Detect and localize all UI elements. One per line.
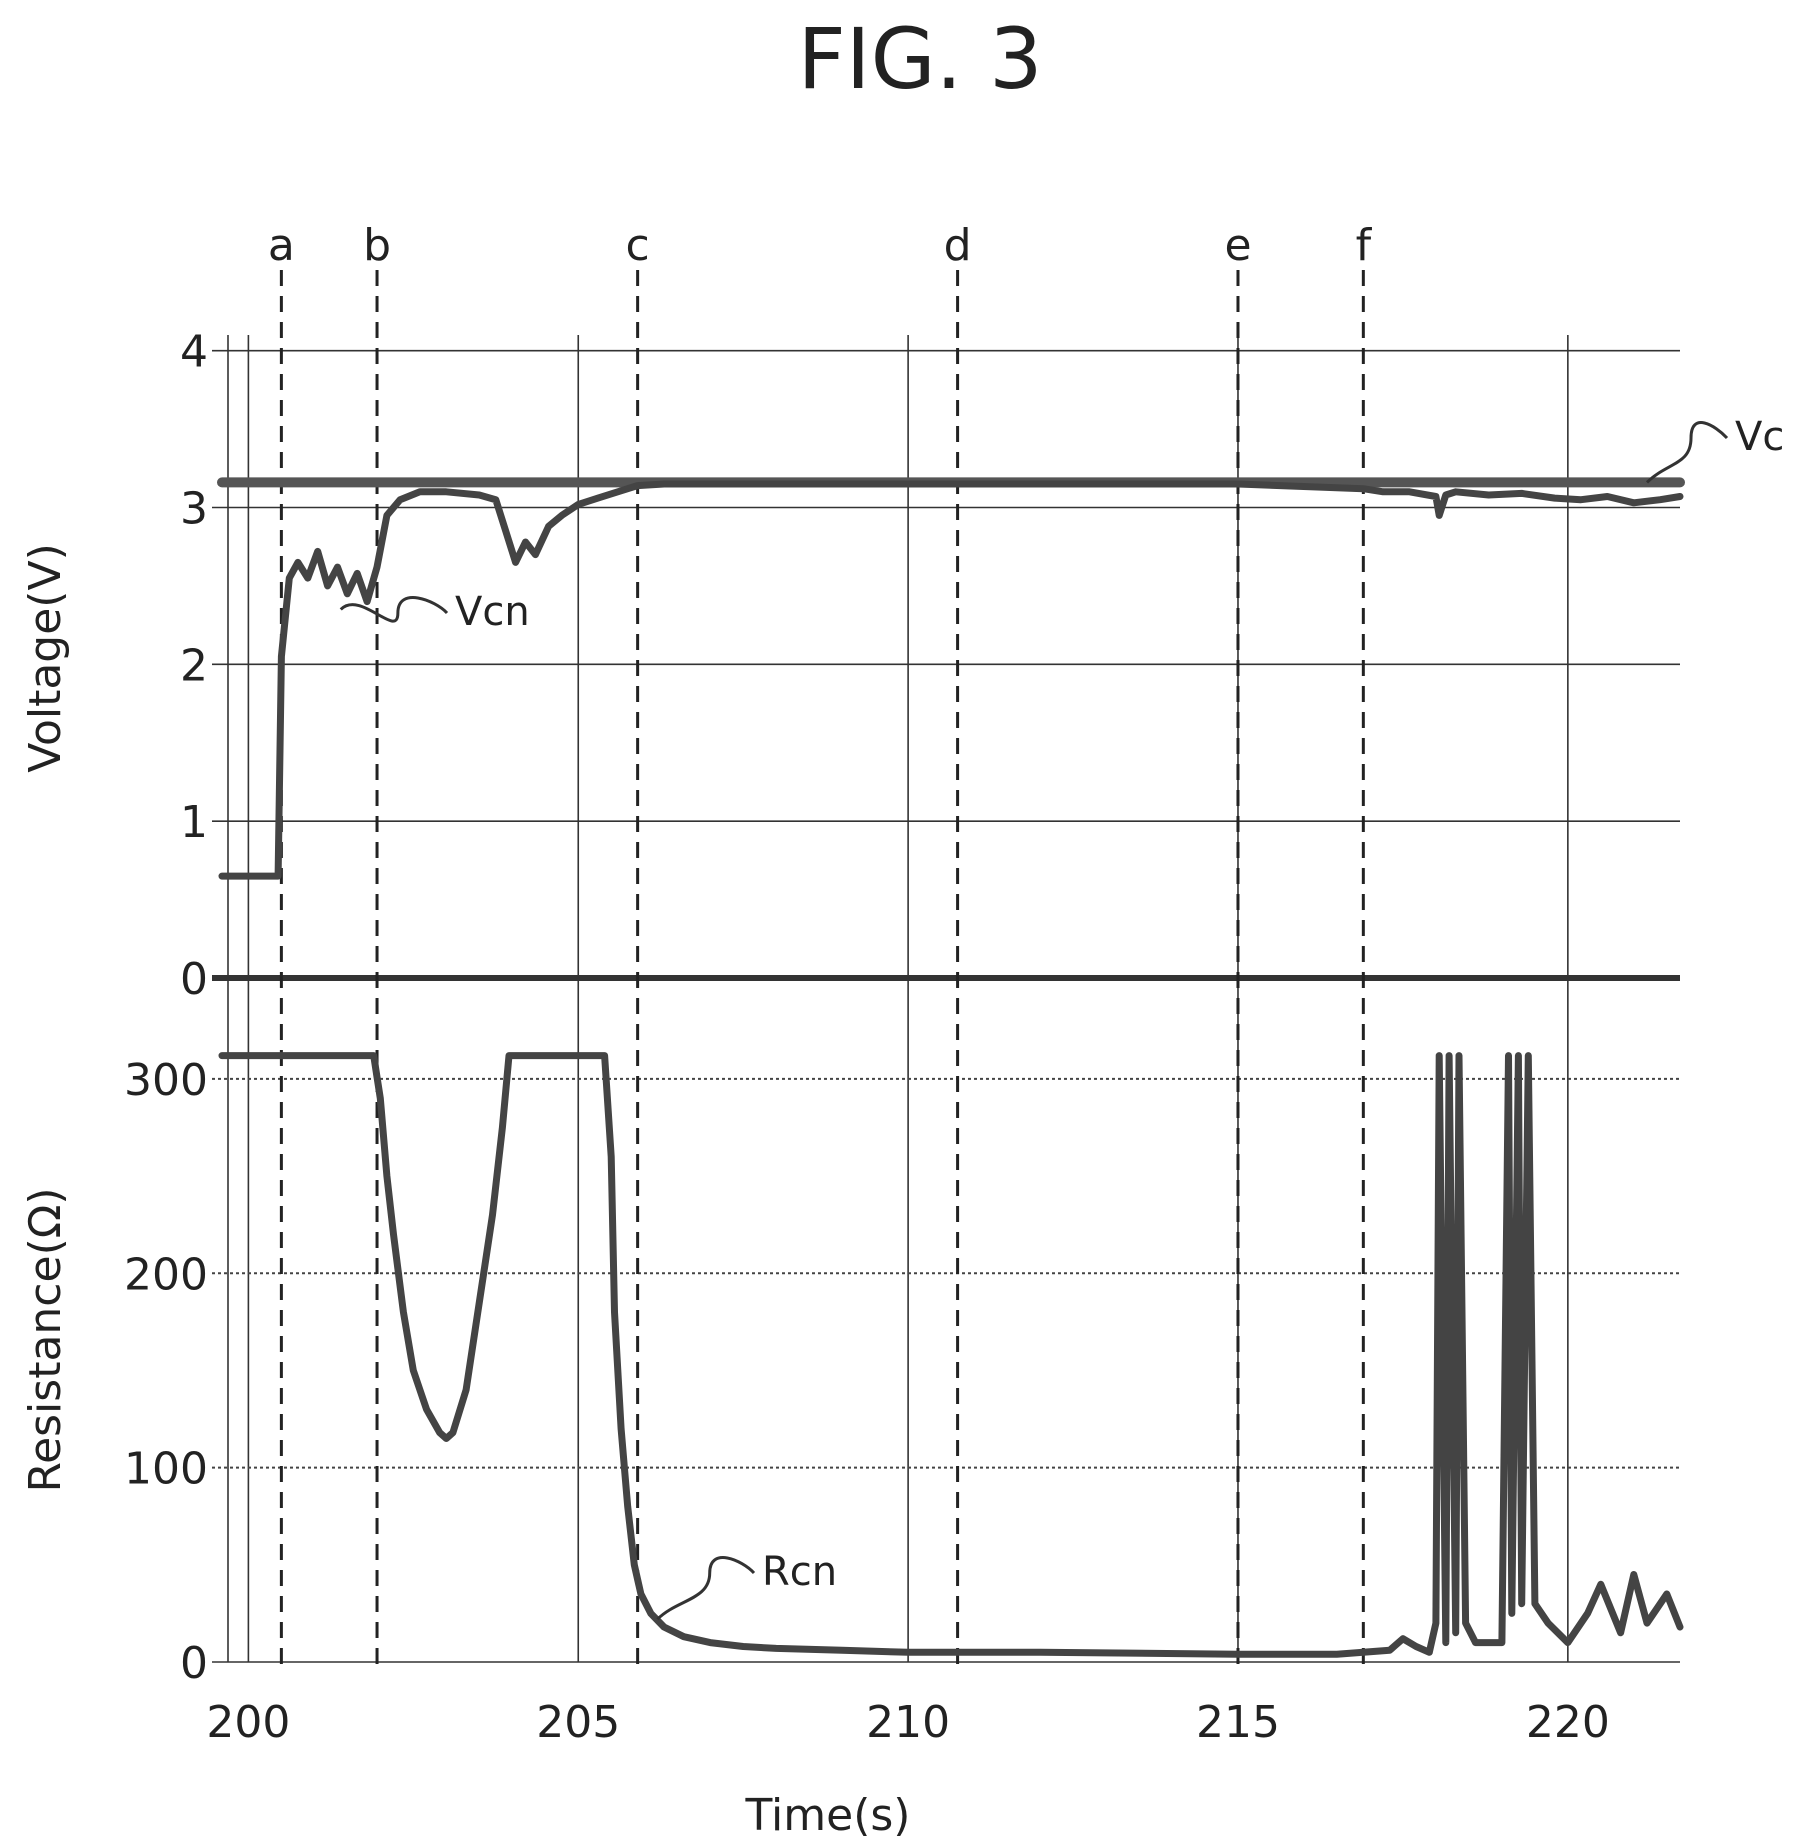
y-tick-label: 2: [180, 640, 208, 691]
annotation-label-Vcn: Vcn: [455, 589, 530, 635]
y-tick-label: 300: [124, 1055, 208, 1106]
event-marker-label: e: [1224, 220, 1251, 271]
y-tick-label: 3: [180, 484, 208, 535]
x-tick-label: 205: [536, 1697, 620, 1748]
event-marker-label: c: [626, 220, 650, 271]
series-annotations: Vc Vcn Rcn: [339, 414, 1784, 1621]
y-tick-label: 100: [124, 1444, 208, 1495]
axis-ticks: 200 205 210 215 220 0 1 2 3 4 0 100 200 300: [124, 327, 1610, 1748]
event-marker-label: a: [268, 220, 295, 271]
y-tick-label: 0: [180, 1638, 208, 1689]
x-tick-label: 215: [1196, 1697, 1280, 1748]
event-marker-label: d: [944, 220, 972, 271]
annotation-label-Rcn: Rcn: [762, 1549, 837, 1595]
x-axis-label: Time(s): [745, 1790, 911, 1841]
annotation-label-Vc: Vc: [1735, 414, 1784, 460]
annotation-leader: [656, 1556, 756, 1621]
voltage-axis-label: Voltage(V): [20, 543, 71, 772]
data-series: [217, 477, 1685, 1658]
annotation-leader: [1645, 421, 1729, 484]
event-marker-label: b: [363, 220, 391, 271]
grid: [212, 335, 1680, 1663]
x-tick-label: 210: [866, 1697, 950, 1748]
event-markers: a b c d e f: [268, 220, 1373, 1667]
y-tick-label: 1: [180, 797, 208, 848]
annotation-leader: [339, 596, 449, 623]
y-tick-label: 0: [180, 954, 208, 1005]
x-tick-label: 220: [1526, 1697, 1610, 1748]
series-Vcn: [218, 480, 1684, 880]
series-Rcn: [218, 1052, 1684, 1658]
y-tick-label: 200: [124, 1249, 208, 1300]
figure-title: FIG. 3: [797, 10, 1042, 108]
resistance-axis-label: Resistance(Ω): [20, 1187, 71, 1492]
x-tick-label: 200: [206, 1697, 290, 1748]
y-tick-label: 4: [180, 327, 208, 378]
event-marker-label: f: [1356, 220, 1373, 271]
